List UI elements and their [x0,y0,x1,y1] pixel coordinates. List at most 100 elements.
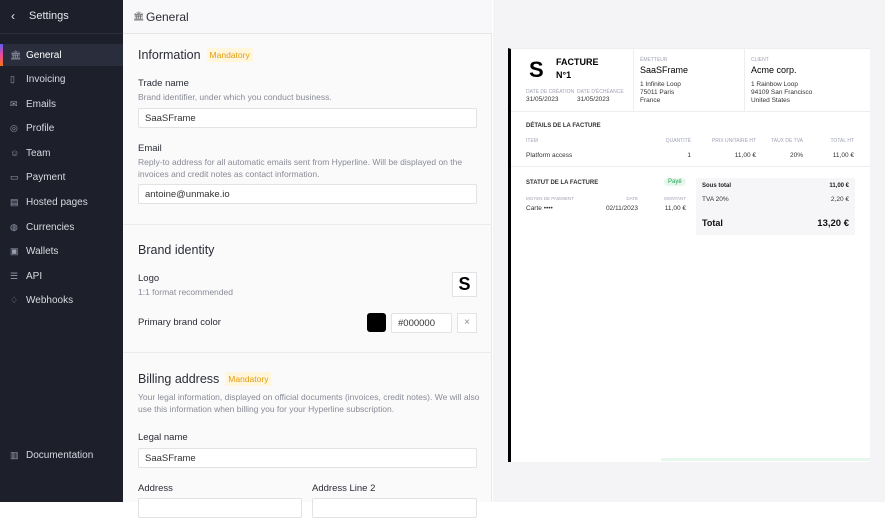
col-date: DATE [626,196,638,201]
logo-desc: 1:1 format recommended [138,287,233,297]
sidebar-item-currencies[interactable]: ◍ Currencies [0,216,123,238]
email-label: Email [138,143,162,154]
mandatory-badge: Mandatory [225,372,272,386]
sidebar-item-label: Emails [26,98,57,110]
clear-color-button[interactable]: × [457,313,477,333]
cell-total: 11,00 € [832,152,854,159]
logo-upload[interactable]: S [452,272,477,297]
mandatory-badge: Mandatory [206,48,253,62]
sidebar: ‹ Settings 🏛 General ▯ Invoicing ✉ Emails ◎… [0,0,123,502]
subtotal-label: Sous total [702,183,732,189]
address-line: France [640,97,661,104]
due-label: DATE D'ÉCHÉANCE [577,89,624,95]
cell-unit-price: 11,00 € [734,152,756,159]
database-icon: ☰ [10,270,19,281]
status-title: STATUT DE LA FACTURE [526,180,599,186]
trade-name-desc: Brand identifier, under which you conduc… [138,92,332,102]
client-address: 1 Rainbow Loop 94109 San Francisco United … [751,81,812,105]
billing-heading: Billing address Mandatory [138,372,272,386]
sidebar-item-profile[interactable]: ◎ Profile [0,117,123,139]
address-line-2-label: Address Line 2 [312,483,376,494]
sidebar-item-invoicing[interactable]: ▯ Invoicing [0,68,123,90]
sidebar-item-team[interactable]: ☺ Team [0,142,123,164]
section-title: Billing address [138,372,220,386]
sidebar-item-api[interactable]: ☰ API [0,265,123,287]
col-unit-price: PRIX UNITAIRE HT [711,138,756,144]
payment-method: Carte •••• [526,205,553,212]
sidebar-item-label: Profile [26,122,55,134]
team-icon: ☺ [10,148,20,158]
brand-logo-icon: S [458,274,471,294]
close-icon: × [464,317,470,328]
cell-quantity: 1 [687,152,691,159]
information-heading: Information Mandatory [138,48,253,62]
address-line-2-input[interactable] [312,498,477,518]
sidebar-item-hosted-pages[interactable]: ▤ Hosted pages [0,191,123,213]
sidebar-item-label: Team [26,147,51,159]
address-line: United States [751,97,791,104]
col-item: ITEM [526,138,538,144]
divider [511,111,870,112]
cell-item: Platform access [526,152,573,159]
due-date: 31/05/2023 [577,96,610,103]
brand-color-label: Primary brand color [138,317,221,328]
book-icon: ▥ [10,449,19,460]
color-swatch[interactable] [367,313,386,332]
sidebar-item-webhooks[interactable]: ♢ Webhooks [0,289,123,311]
billing-desc: Your legal information, displayed on off… [138,392,480,414]
brand-logo-icon: S [529,57,544,82]
client-name: Acme corp. [751,65,797,75]
wallet-icon: ▣ [10,245,19,256]
divider [633,49,634,111]
settings-form: 🏛 General Information Mandatory Trade na… [123,0,492,518]
status-badge: Payé [664,178,686,186]
color-hex-input[interactable]: #000000 [391,313,452,333]
email-input[interactable]: antoine@unmake.io [138,184,477,204]
payment-amount: 11,00 € [664,205,686,212]
sidebar-item-general[interactable]: 🏛 General [0,44,123,66]
page-title: General [146,10,189,24]
divider [123,352,492,353]
address-line: 94109 San Francisco [751,89,813,96]
sidebar-item-emails[interactable]: ✉ Emails [0,93,123,115]
address-line: 75011 Paris [640,89,675,96]
tva-value: 2,20 € [830,196,849,203]
address-line: 1 Infinite Loop [640,81,681,88]
created-label: DATE DE CRÉATION [526,89,575,95]
sidebar-documentation-link[interactable]: ▥ Documentation [0,444,123,466]
col-tax-rate: TAUX DE TVA [771,138,803,144]
sidebar-item-label: Payment [26,171,66,183]
divider [511,166,870,167]
sidebar-item-label: Invoicing [26,73,66,85]
section-title: Information [138,48,201,62]
sidebar-item-label: Currencies [26,221,75,233]
address-label: Address [138,483,173,494]
col-payment-method: MOYEN DE PAIEMENT [526,196,574,201]
sidebar-item-payment[interactable]: ▭ Payment [0,166,123,188]
tva-label: TVA 20% [702,196,729,203]
issuer-label: ÉMETTEUR [640,57,668,63]
invoice-preview: S FACTURE N°1 DATE DE CRÉATION 31/05/202… [493,0,885,502]
total-label: Total [702,218,723,228]
sidebar-item-label: Hosted pages [26,196,88,208]
logo-label: Logo [138,273,160,284]
created-date: 31/05/2023 [526,96,559,103]
back-chevron-icon[interactable]: ‹ [11,9,15,23]
sidebar-item-label: General [26,49,62,61]
col-total: TOTAL HT [830,138,854,144]
legal-name-input[interactable]: SaaSFrame [138,448,477,468]
issuer-name: SaaSFrame [640,65,689,75]
sidebar-item-wallets[interactable]: ▣ Wallets [0,240,123,262]
bank-icon: 🏛 [133,11,145,21]
sidebar-item-label: API [26,270,43,282]
pages-icon: ▤ [10,196,19,207]
trade-name-input[interactable]: SaaSFrame [138,108,477,128]
page-header: 🏛 General [123,0,492,34]
address-input[interactable] [138,498,302,518]
coins-icon: ◍ [10,221,18,232]
total-value: 13,20 € [817,218,849,229]
divider [744,49,745,111]
brand-identity-title: Brand identity [138,243,215,257]
email-desc: Reply-to address for all automatic email… [138,157,463,179]
preview-bottom-bar [661,458,870,461]
